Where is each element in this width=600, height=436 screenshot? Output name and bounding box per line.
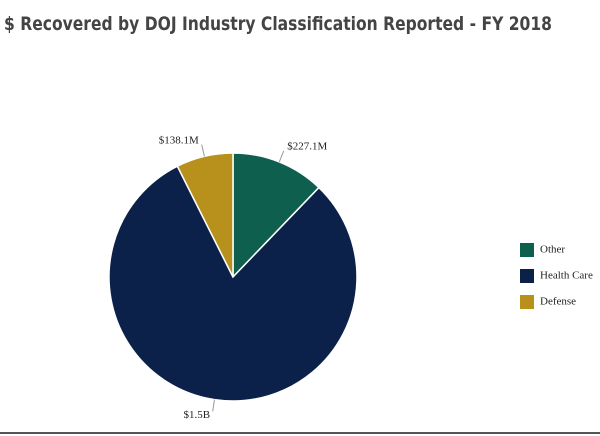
data-label: $138.1M: [159, 134, 199, 146]
legend-swatch: [520, 295, 534, 309]
legend-label: Other: [540, 244, 565, 256]
legend-label: Defense: [540, 296, 576, 308]
leader-line: [278, 150, 285, 163]
pie-slice: [176, 152, 234, 278]
data-label: $227.1M: [287, 141, 327, 153]
legend-label: Health Care: [540, 270, 593, 282]
leader-line: [201, 144, 205, 157]
legend-swatch: [520, 269, 534, 283]
chart-title: $ Recovered by DOJ Industry Classificati…: [4, 13, 552, 35]
leader-line: [212, 399, 215, 412]
legend-swatch: [520, 243, 534, 257]
pie-slice: [232, 152, 320, 279]
data-label: $1.5B: [183, 409, 210, 421]
